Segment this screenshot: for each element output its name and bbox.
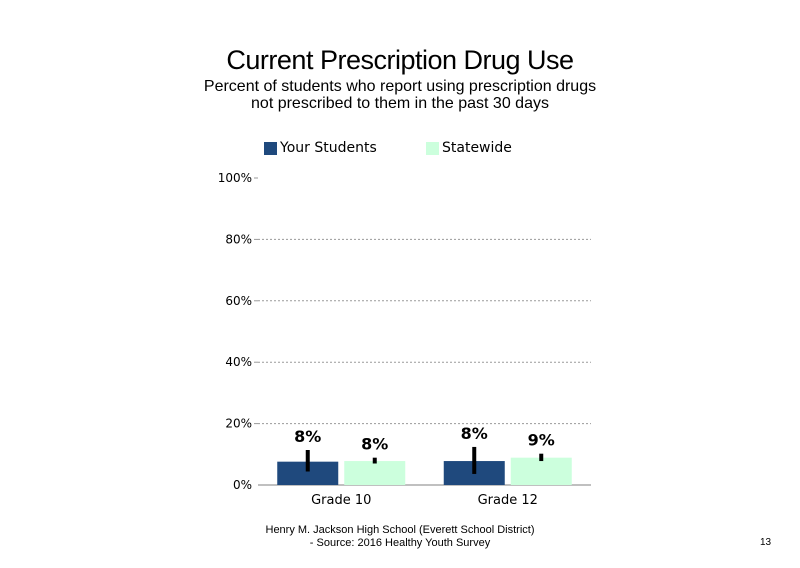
footer: Henry M. Jackson High School (Everett Sc… bbox=[230, 524, 570, 550]
y-tick-label: 100% bbox=[218, 171, 252, 185]
y-tick-label: 40% bbox=[225, 355, 252, 369]
chart-subtitle: Percent of students who report using pre… bbox=[200, 78, 600, 112]
x-tick-label: Grade 10 bbox=[311, 493, 371, 508]
bar-your-students bbox=[277, 461, 339, 485]
legend-label: Your Students bbox=[280, 140, 377, 156]
chart-title: Current Prescription Drug Use bbox=[226, 45, 574, 75]
data-label: 8% bbox=[361, 435, 388, 454]
y-tick-label: 80% bbox=[225, 232, 252, 246]
subtitle-line: not prescribed to them in the past 30 da… bbox=[251, 95, 549, 112]
y-tick-label: 20% bbox=[225, 417, 252, 431]
subtitle-line: Percent of students who report using pre… bbox=[203, 78, 597, 95]
legend-swatch bbox=[264, 141, 277, 155]
y-tick-label: 60% bbox=[225, 294, 252, 308]
legend-item-statewide: Statewide bbox=[426, 140, 512, 156]
legend-label: Statewide bbox=[442, 140, 512, 156]
footer-source: - Source: 2016 Healthy Youth Survey bbox=[309, 537, 491, 549]
page-number: 13 bbox=[760, 537, 772, 548]
bar-statewide bbox=[344, 461, 406, 485]
data-label: 8% bbox=[461, 424, 488, 443]
y-tick-label: 0% bbox=[233, 478, 252, 492]
footer-school: Henry M. Jackson High School (Everett Sc… bbox=[265, 524, 535, 536]
legend-swatch bbox=[426, 141, 439, 155]
legend-item-your-students: Your Students bbox=[264, 140, 377, 156]
bar-statewide bbox=[510, 457, 572, 485]
data-label: 9% bbox=[528, 431, 555, 450]
x-tick-label: Grade 12 bbox=[478, 493, 538, 508]
data-label: 8% bbox=[294, 427, 321, 446]
chart-legend: Your Students Statewide bbox=[0, 140, 800, 158]
